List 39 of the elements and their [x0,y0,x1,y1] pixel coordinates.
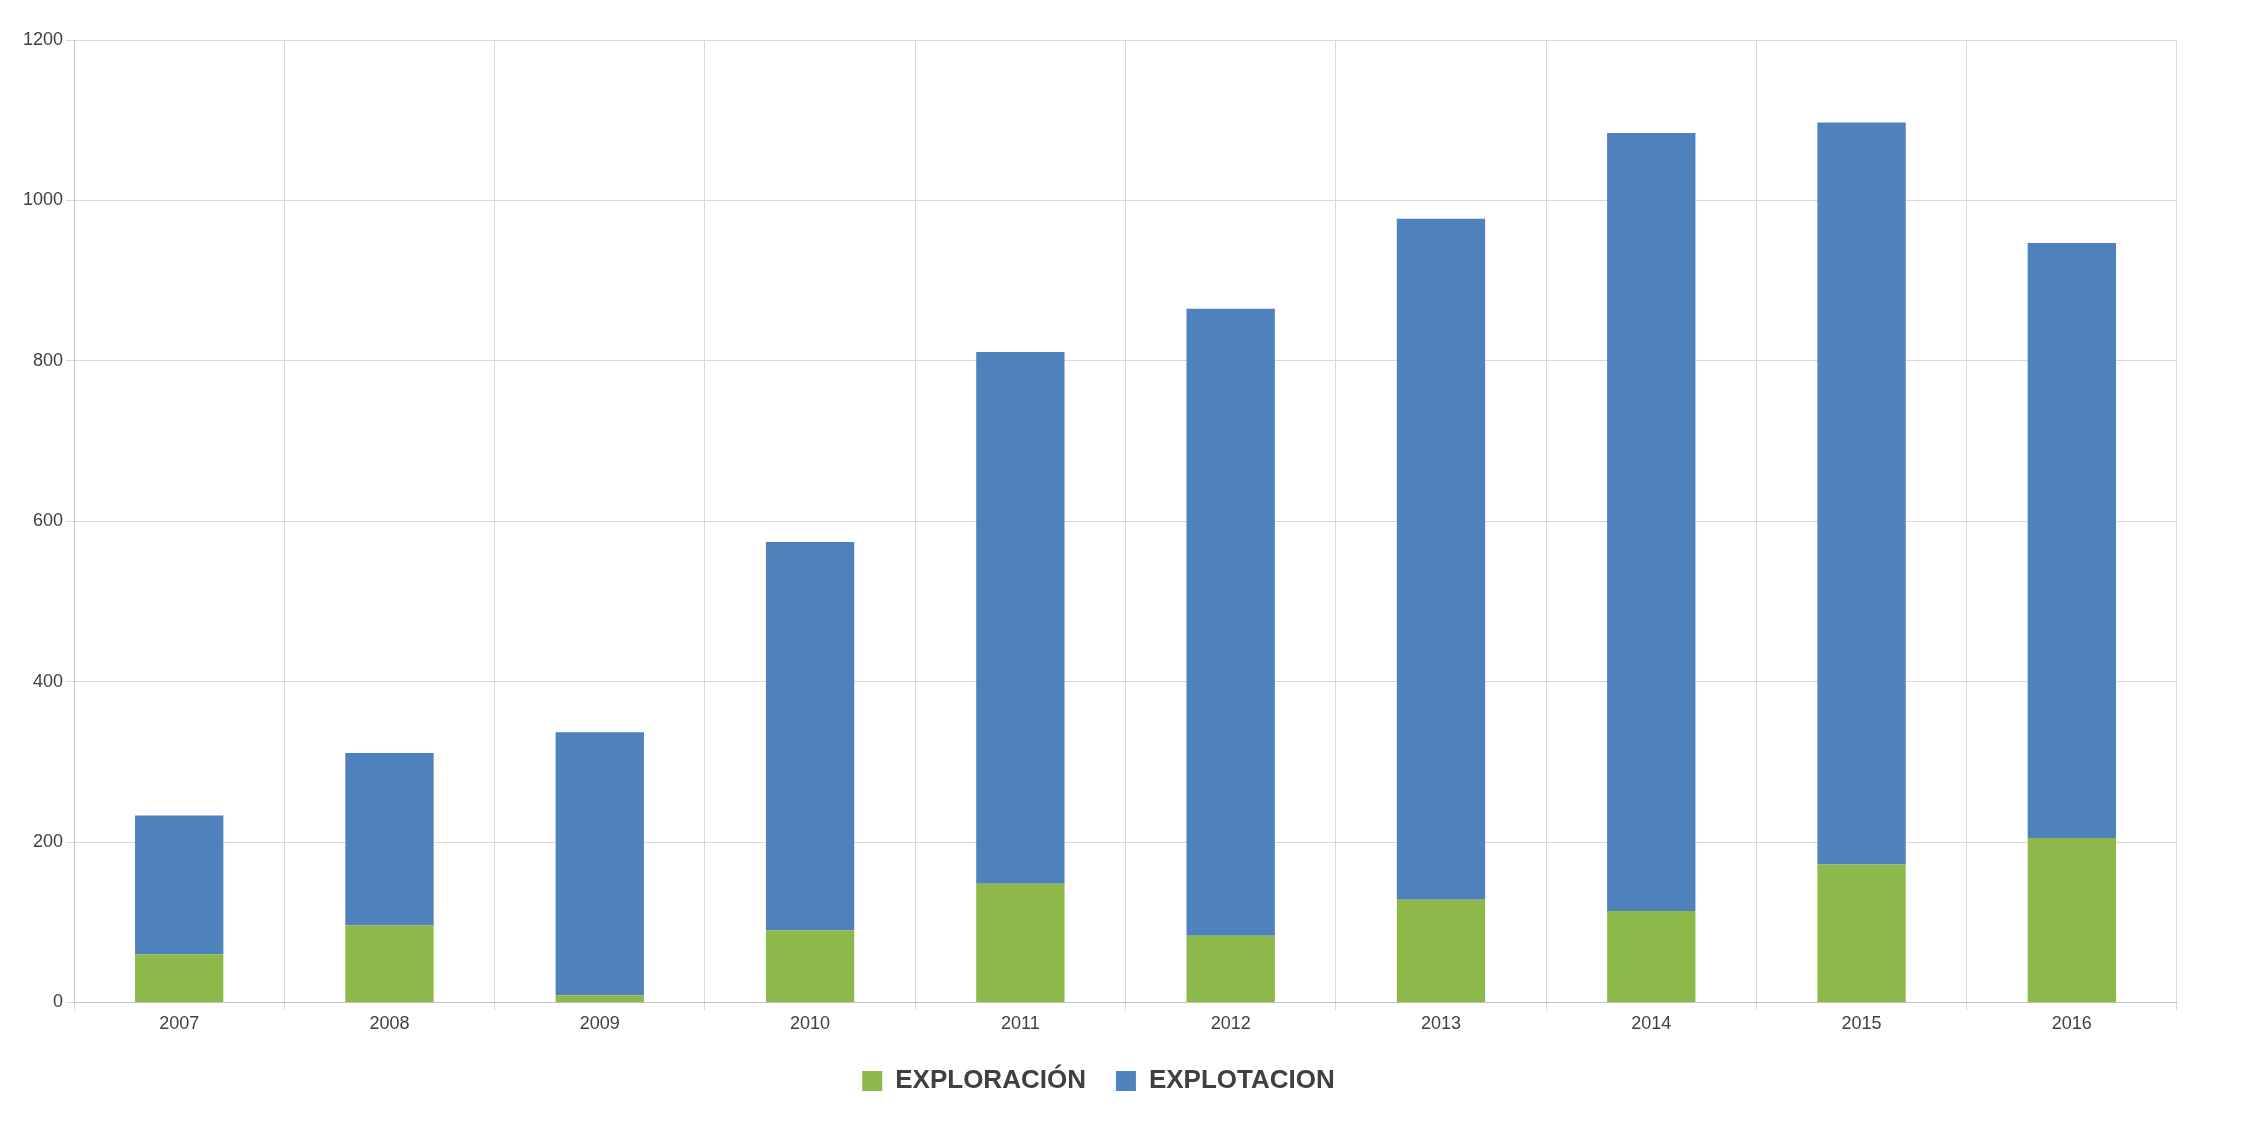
y-tick-label: 1000 [23,189,64,210]
bar [2027,837,2117,1002]
x-tick-label: 2011 [1001,1013,1040,1034]
x-tick-label: 2016 [2051,1013,2092,1034]
bar [765,542,855,931]
bar [1607,133,1696,911]
bar [345,752,434,926]
y-tick-label: 800 [33,349,64,370]
y-tick-label: 200 [33,830,64,851]
x-tick-label: 2010 [790,1013,831,1034]
legend-label: EXPLOTACION [1148,1064,1335,1095]
bar [1186,935,1275,1002]
bar [135,815,224,955]
bar [1396,218,1486,900]
x-tick-label: 2015 [1841,1013,1882,1034]
bar [1396,899,1486,1002]
x-tick-label: 2009 [579,1013,620,1034]
bar [765,930,855,1002]
bar [1817,864,1906,1002]
bar [976,883,1065,1002]
x-tick-label: 2007 [159,1013,200,1034]
bar [976,351,1065,884]
bar [1817,122,1906,865]
x-tick-label: 2013 [1420,1013,1461,1034]
legend-label: EXPLORACIÓN [895,1064,1086,1095]
bar [345,925,434,1002]
bar [555,732,644,996]
y-tick-label: 600 [33,510,64,531]
bar [2027,242,2117,838]
bar [1607,910,1696,1002]
bar [555,995,644,1002]
x-tick-label: 2008 [369,1013,410,1034]
bar [1186,308,1275,936]
bar [135,954,224,1002]
x-tick-label: 2014 [1631,1013,1672,1034]
y-tick-label: 400 [33,670,64,691]
y-tick-label: 0 [53,991,64,1012]
x-tick-label: 2012 [1210,1013,1251,1034]
y-tick-label: 1200 [23,28,64,49]
